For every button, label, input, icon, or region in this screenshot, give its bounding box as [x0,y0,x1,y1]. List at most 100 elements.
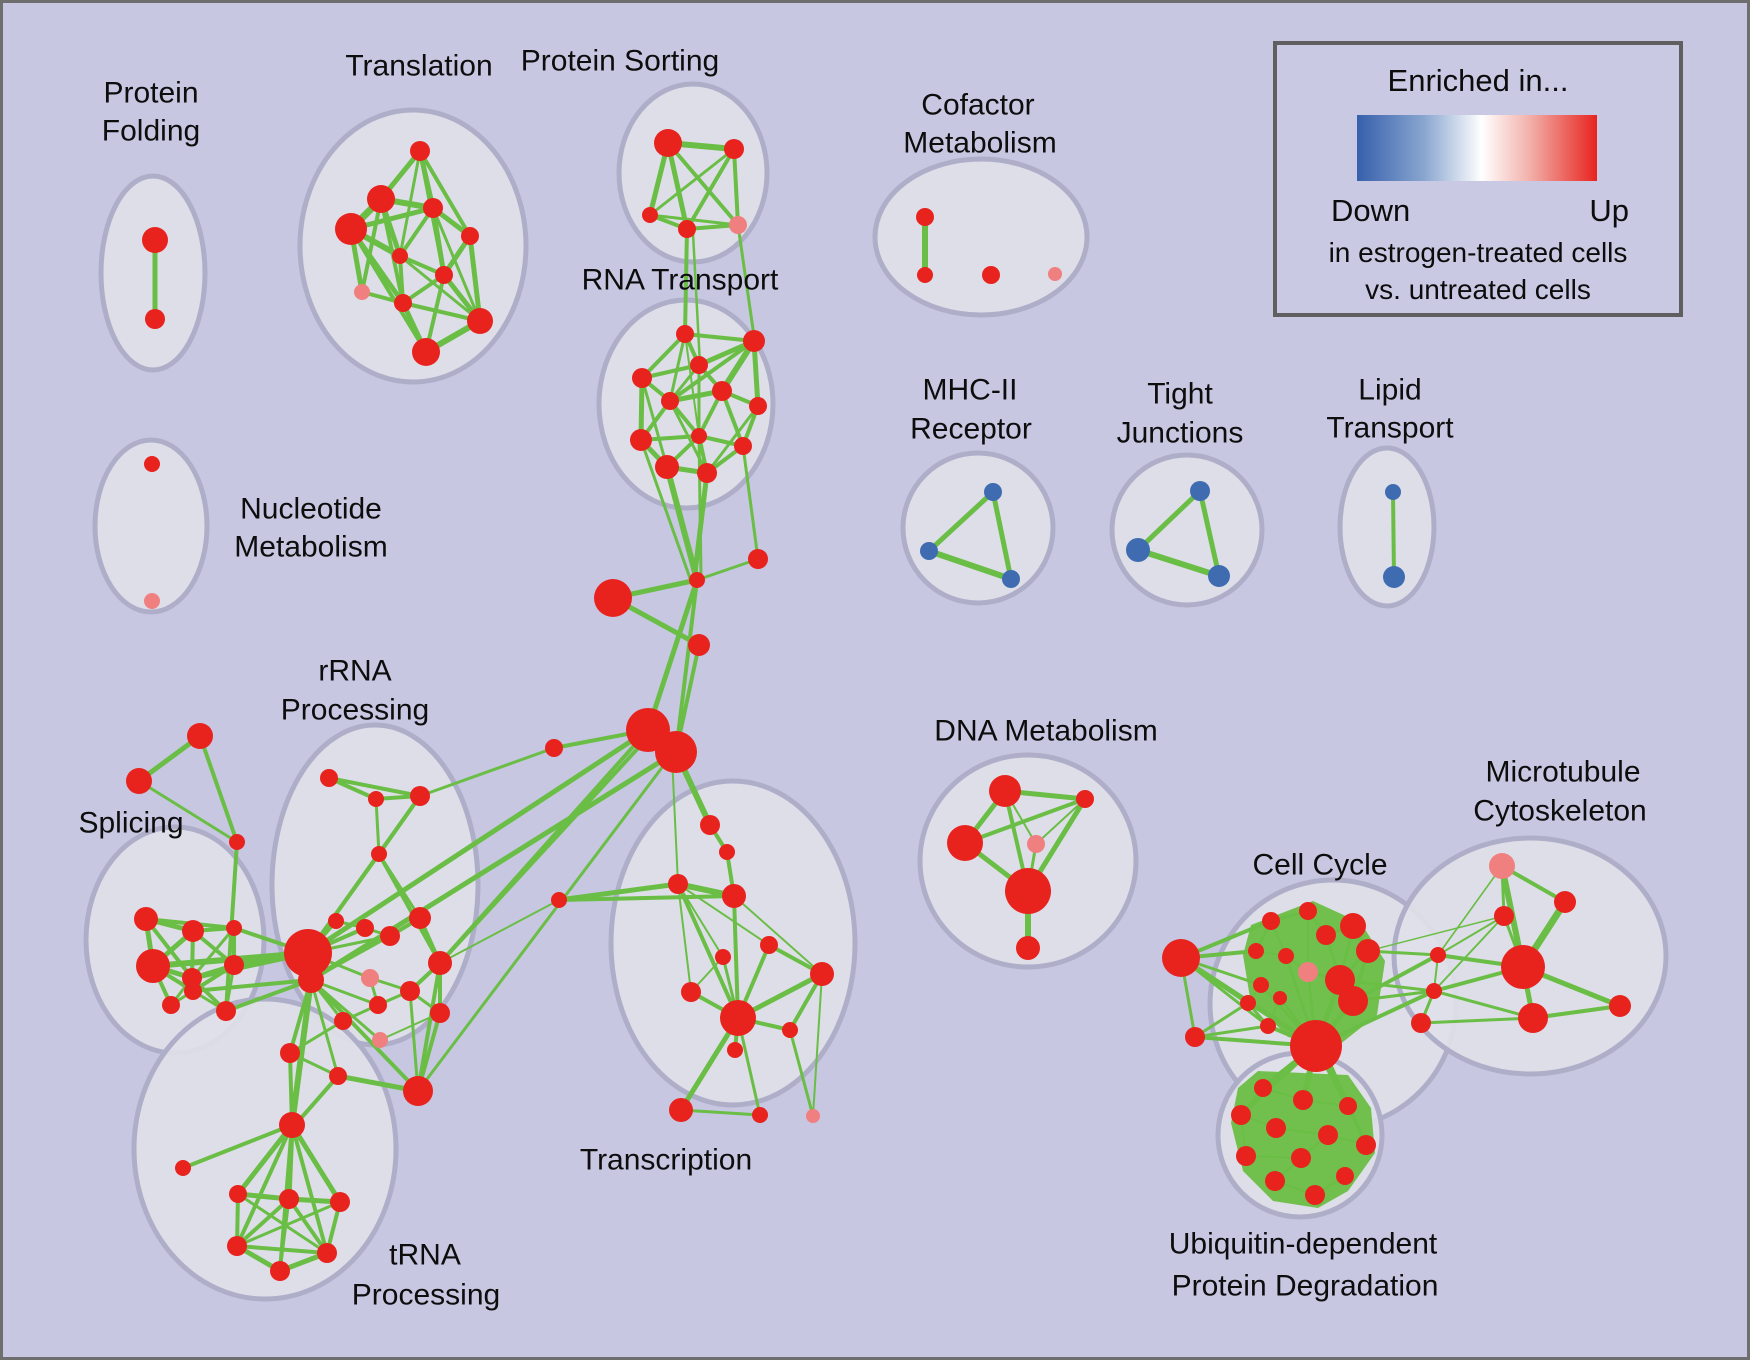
gene-set-node [551,892,567,908]
edge [182,1123,293,1170]
edge [1194,1024,1269,1039]
edge [1137,547,1220,579]
gene-set-node [654,129,682,157]
gene-set-node [1185,1027,1205,1047]
legend: Enriched in... Down Up in estrogen-treat… [1273,41,1683,317]
edge [668,339,756,403]
edge [964,797,1086,845]
gene-set-node [298,967,324,993]
gene-set-node [712,381,732,401]
gene-set-node [655,455,679,479]
gene-set-node [142,227,168,253]
gene-set-node [270,1261,290,1281]
inter-cluster-edge [419,746,555,798]
inter-cluster-edge [293,1074,340,1127]
gene-set-node [1236,1146,1256,1166]
cluster-ellipse-nucleotide-metabolism [92,437,210,615]
edge [1197,490,1222,577]
gene-set-node [984,483,1002,501]
edge [696,557,759,582]
cluster-label-splicing: Splicing [78,807,183,840]
gene-set-node [743,330,765,352]
legend-up-label: Up [1589,193,1629,228]
gene-set-node [697,463,717,483]
gene-set-node [722,884,746,908]
edge [418,149,472,238]
cluster-label-ubiquitin-degradation: Ubiquitin-dependent [1169,1228,1438,1261]
cluster-label-trna-processing: tRNA [389,1239,461,1272]
gene-set-node [727,1042,743,1058]
gene-set-node [1426,983,1442,999]
gene-set-node [284,929,332,977]
cluster-label-protein-folding: Protein [103,77,198,110]
cluster-label-ubiquitin-degradation: Protein Degradation [1172,1270,1439,1303]
cluster-label-protein-sorting: Protein Sorting [521,45,719,78]
gene-set-node [668,874,688,894]
inter-cluster-edge [1339,978,1435,993]
edge [402,301,481,323]
edge [236,1123,294,1196]
gene-set-node [1340,913,1366,939]
inter-cluster-edge [439,899,560,964]
gene-set-node [760,936,778,954]
gene-set-node [1501,945,1545,989]
gene-set-node [678,220,696,238]
cluster-label-cofactor-metabolism: Metabolism [903,127,1056,160]
gene-set-node [724,139,744,159]
cluster-label-tight-junctions: Junctions [1117,417,1244,450]
gene-set-node [162,996,180,1014]
gene-set-node [1293,1090,1313,1110]
edge [732,895,740,1019]
edge [349,227,428,354]
cluster-label-rna-transport: RNA Transport [582,264,779,297]
cluster-ellipse-tight-junctions [1109,452,1265,608]
gene-set-node [594,579,632,617]
gene-set-node [1298,962,1318,982]
gene-set-node [392,248,408,264]
edge [685,147,736,231]
gene-set-node [719,844,735,860]
gene-set-node [356,919,374,937]
inter-cluster-edge [691,232,702,366]
edge [290,1124,329,1254]
gene-set-node [1518,1003,1548,1033]
legend-gradient-bar [1357,115,1597,181]
edge [328,776,421,798]
gene-set-node [227,1236,247,1256]
inter-cluster-edge [192,978,312,993]
edge [360,198,383,293]
cluster-ellipse-cofactor-metabolism [872,156,1090,318]
cluster-label-rrna-processing: Processing [281,694,429,727]
gene-set-node [435,266,453,284]
gene-set-node [380,926,400,946]
inter-cluster-edge [736,224,757,344]
inter-cluster-edge [558,881,679,903]
gene-set-node [1278,948,1294,964]
cluster-label-cofactor-metabolism: Cofactor [921,89,1034,122]
gene-set-node [430,1003,450,1023]
cluster-label-transcription: Transcription [580,1144,752,1177]
gene-set-node [187,723,213,749]
gene-set-node [1318,1125,1338,1145]
edge [666,141,740,227]
edge [678,1016,741,1112]
gene-set-node [184,982,202,1000]
gene-set-node [394,294,412,312]
gene-set-node [400,981,420,1001]
gene-set-node [226,920,242,936]
gene-set-node [947,825,983,861]
edge [144,917,194,980]
gene-set-node [144,456,160,472]
edge [374,798,381,855]
gene-set-node [134,907,158,931]
gene-set-node [1383,566,1405,588]
edge [1136,489,1202,552]
gene-set-node [1262,912,1280,930]
gene-set-node [461,227,479,245]
edge [408,990,420,1092]
gene-set-node [1076,790,1094,808]
edge [467,235,483,322]
gene-set-node [334,1012,352,1030]
cluster-ellipse-lipid-transport [1337,445,1437,609]
